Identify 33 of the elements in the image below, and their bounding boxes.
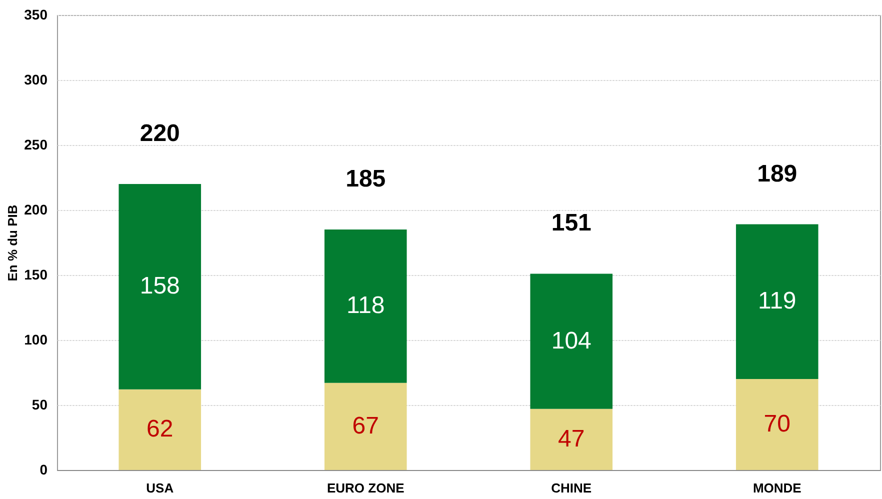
total-label: 151	[551, 210, 592, 237]
bar	[324, 230, 407, 383]
data-label: 158	[140, 272, 180, 300]
total-label: 220	[140, 120, 180, 147]
y-tick-label: 250	[24, 136, 48, 152]
data-label: 47	[558, 425, 585, 452]
data-label: 119	[758, 288, 796, 315]
data-label: 104	[551, 327, 592, 354]
total-label: 185	[346, 166, 386, 192]
y-tick-label: 300	[24, 72, 48, 88]
data-label: 70	[764, 410, 790, 438]
bar	[118, 184, 202, 390]
bar	[530, 274, 613, 409]
x-tick-label: MONDE	[752, 480, 802, 496]
data-label: 67	[352, 412, 379, 440]
data-label: 62	[146, 416, 174, 443]
total-label: 189	[757, 160, 798, 188]
y-axis-title: En % du PIB	[5, 204, 20, 282]
y-tick-label: 50	[32, 396, 48, 412]
bar	[736, 379, 818, 470]
bar	[324, 382, 407, 470]
y-tick-label: 350	[24, 6, 48, 22]
y-tick-label: 100	[24, 332, 48, 348]
data-label: 118	[346, 292, 385, 320]
y-tick-label: 0	[40, 462, 48, 478]
y-tick-label: 200	[24, 202, 48, 218]
x-tick-label: USA	[146, 480, 174, 496]
bar	[736, 224, 818, 379]
bar	[118, 389, 202, 470]
bar	[530, 408, 613, 470]
x-tick-label: CHINE	[551, 480, 592, 496]
y-tick-label: 150	[24, 266, 48, 282]
x-tick-label: EURO ZONE	[326, 480, 405, 496]
